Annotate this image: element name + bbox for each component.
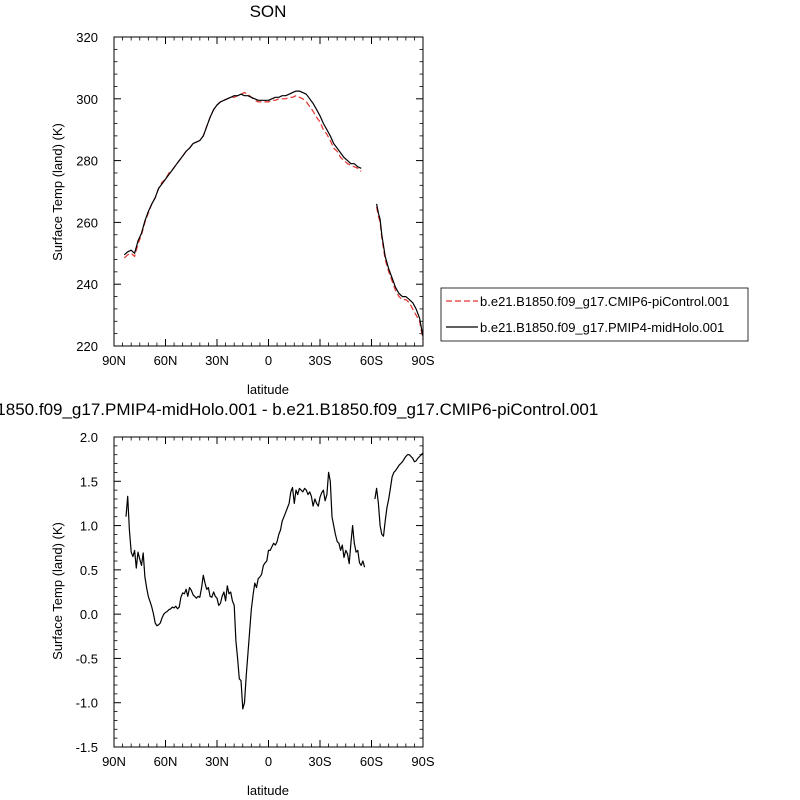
series-line-0-segment-0: [123, 91, 362, 259]
y-tick-label: 1.0: [80, 519, 98, 534]
series-line-0-segment-1: [376, 206, 424, 340]
y-tick-label: 300: [76, 92, 98, 107]
x-tick-label: 30N: [205, 754, 229, 769]
x-tick-label: 60S: [360, 754, 383, 769]
legend-label-midholo: b.e21.B1850.f09_g17.PMIP4-midHolo.001: [480, 320, 724, 335]
y-tick-label: 0.5: [80, 563, 98, 578]
x-tick-label: 90S: [411, 353, 434, 368]
legend-box: [440, 287, 749, 342]
x-tick-label: 30S: [308, 754, 331, 769]
x-axis-label: latitude: [247, 783, 289, 798]
x-tick-label: 0: [265, 353, 272, 368]
chart-son-temperature: SON Surface Temp (land) (K) latitude 90N…: [50, 2, 435, 397]
y-tick-label: -1.0: [76, 696, 98, 711]
series-line-0-segment-0: [125, 471, 366, 710]
chart-difference: b.e21.B1850.f09_g17.PMIP4-midHolo.001 - …: [0, 400, 598, 798]
series-line-0-segment-1: [374, 452, 424, 537]
series-lines: [123, 90, 424, 340]
plot-frame: [113, 436, 424, 748]
y-tick-label: 320: [76, 30, 98, 45]
x-tick-label: 0: [265, 754, 272, 769]
axis-ticks: 90N 60N 30N 0 30S 60S 90S -1.5 -1.0 -0.5 0.0 0.5 1.0…: [76, 430, 435, 769]
y-tick-label: 2.0: [80, 430, 98, 445]
y-tick-label: 0.0: [80, 607, 98, 622]
y-tick-label: 280: [76, 154, 98, 169]
y-tick-label: 260: [76, 215, 98, 230]
series-line-1-segment-1: [376, 203, 424, 337]
x-tick-label: 30S: [308, 353, 331, 368]
x-tick-label: 60S: [360, 353, 383, 368]
y-axis-label: Surface Temp (land) (K): [50, 123, 65, 261]
series-line-1-segment-0: [123, 90, 362, 256]
y-tick-label: 240: [76, 277, 98, 292]
y-tick-label: 1.5: [80, 474, 98, 489]
legend-label-picontrol: b.e21.B1850.f09_g17.CMIP6-piControl.001: [480, 294, 729, 309]
x-tick-label: 30N: [205, 353, 229, 368]
y-axis-label: Surface Temp (land) (K): [50, 522, 65, 660]
axis-ticks: 90N 60N 30N 0 30S 60S 90S 220 240 260 280 300 320: [76, 30, 435, 368]
x-tick-label: 90N: [102, 754, 126, 769]
legend: b.e21.B1850.f09_g17.CMIP6-piControl.001 …: [440, 287, 749, 342]
x-tick-label: 90N: [102, 353, 126, 368]
y-tick-label: -1.5: [76, 740, 98, 755]
chart-title: b.e21.B1850.f09_g17.PMIP4-midHolo.001 - …: [0, 400, 598, 419]
series-lines: [125, 452, 424, 710]
x-tick-label: 60N: [154, 754, 178, 769]
x-tick-label: 90S: [411, 754, 434, 769]
chart-title: SON: [250, 2, 287, 21]
x-tick-label: 60N: [154, 353, 178, 368]
plot-frame: [113, 36, 424, 347]
y-tick-label: -0.5: [76, 651, 98, 666]
y-tick-label: 220: [76, 339, 98, 354]
x-axis-label: latitude: [247, 382, 289, 397]
